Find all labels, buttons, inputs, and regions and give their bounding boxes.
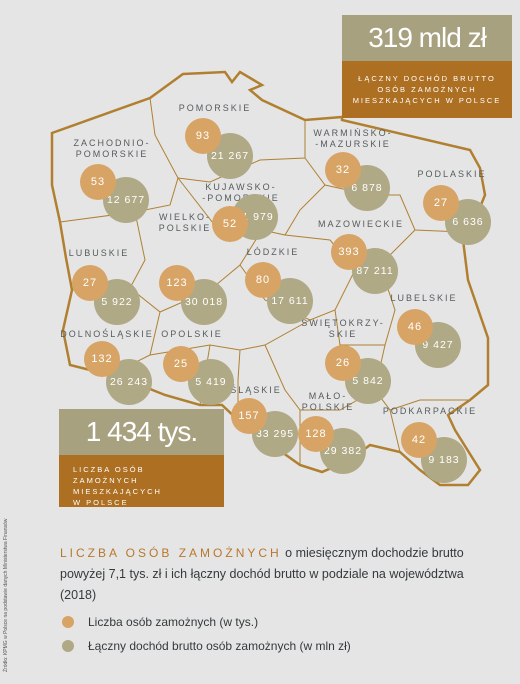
count-bubble-opolskie: 25	[163, 346, 199, 382]
total-income-value: 319 mld zł	[342, 15, 512, 61]
legend-income: Łączny dochód brutto osób zamożnych (w m…	[62, 639, 351, 653]
region-name-opolskie: OPOLSKIE	[161, 329, 223, 339]
source-note: Źródło: KPMG w Polsce na podstawie danyc…	[3, 518, 9, 672]
legend-income-label: Łączny dochód brutto osób zamożnych (w m…	[88, 639, 351, 653]
total-income-box: 319 mld zł Łączny dochód brutto osób zam…	[342, 15, 512, 118]
total-people-box: 1 434 tys. Liczba osób zamożnych mieszka…	[59, 409, 224, 507]
count-bubble-podkarpackie: 42	[401, 422, 437, 458]
region-name-mazowieckie: MAZOWIECKIE	[317, 219, 405, 229]
count-bubble-mazowieckie: 393	[331, 234, 367, 270]
legend-count-swatch	[62, 616, 74, 628]
region-name-swietokrzyskie: ŚWIĘTOKRZY- SKIE	[301, 318, 385, 339]
count-bubble-malopolskie: 128	[298, 416, 334, 452]
caption-rest: o miesięcznym dochodzie brutto powyżej 7…	[60, 546, 464, 602]
count-bubble-kujawsko-pomorskie: 52	[212, 206, 248, 242]
region-name-warminsko-mazurskie: WARMIŃSKO- -MAZURSKIE	[313, 128, 393, 149]
legend-count-label: Liczba osób zamożnych (w tys.)	[88, 615, 259, 629]
count-bubble-lubelskie: 46	[397, 309, 433, 345]
count-bubble-podlaskie: 27	[423, 185, 459, 221]
legend-income-swatch	[62, 640, 74, 652]
count-bubble-warminsko-mazurskie: 32	[325, 152, 361, 188]
count-bubble-dolnoslaskie: 132	[84, 341, 120, 377]
total-income-label: Łączny dochód brutto osób zamożnych mies…	[342, 61, 512, 118]
region-name-dolnoslaskie: DOLNOŚLĄSKIE	[60, 329, 154, 339]
region-name-lubelskie: LUBELSKIE	[390, 293, 458, 303]
count-bubble-pomorskie: 93	[185, 118, 221, 154]
count-bubble-lodzkie: 80	[245, 262, 281, 298]
count-bubble-slaskie: 157	[231, 398, 267, 434]
region-name-malopolskie: MAŁO- POLSKIE	[301, 391, 355, 412]
region-name-lubuskie: LUBUSKIE	[68, 248, 130, 258]
count-bubble-lubuskie: 27	[72, 265, 108, 301]
region-name-lodzkie: ŁÓDZKIE	[246, 247, 300, 257]
count-bubble-wielkopolskie: 123	[159, 265, 195, 301]
legend-count: Liczba osób zamożnych (w tys.)	[62, 615, 258, 629]
total-people-value: 1 434 tys.	[59, 409, 224, 455]
total-people-label: Liczba osób zamożnych mieszkających w Po…	[59, 455, 224, 507]
region-name-podkarpackie: PODKARPACKIE	[382, 406, 478, 416]
region-name-podlaskie: PODLASKIE	[417, 169, 487, 179]
caption-accent: LICZBA OSÓB ZAMOŻNYCH	[60, 546, 282, 560]
region-name-wielkopolskie: WIELKO- POLSKIE	[158, 212, 212, 233]
count-bubble-zachodniopomorskie: 53	[80, 164, 116, 200]
caption: LICZBA OSÓB ZAMOŻNYCH o miesięcznym doch…	[60, 543, 500, 606]
income-bubble-slaskie: 33 295	[252, 411, 298, 457]
region-name-zachodniopomorskie: ZACHODNIO- POMORSKIE	[73, 138, 151, 159]
count-bubble-swietokrzyskie: 26	[325, 345, 361, 381]
region-name-slaskie: ŚLĄSKIE	[230, 385, 282, 395]
region-name-pomorskie: POMORSKIE	[178, 103, 252, 113]
